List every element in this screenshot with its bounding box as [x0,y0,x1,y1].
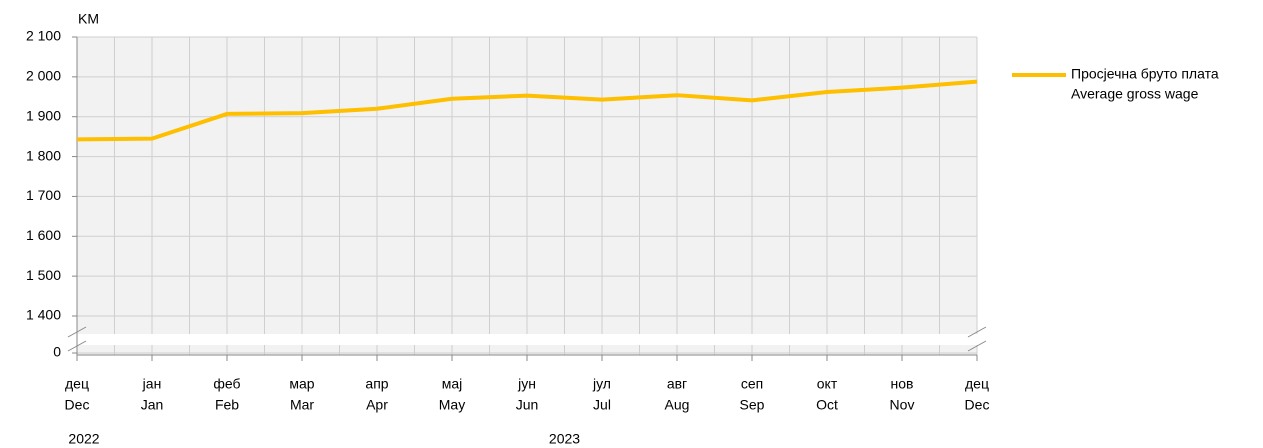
x-tick-label: јун [517,376,536,392]
x-tick-label-en: Nov [890,397,915,413]
x-tick-label: мај [442,376,463,392]
x-tick-label-en: Sep [740,397,765,413]
x-tick-label-en: Oct [816,397,838,413]
y-tick-label: 2 100 [26,28,61,44]
x-tick-label-en: Jul [593,397,611,413]
x-tick-label: мар [289,376,314,392]
x-tick-label-en: Jun [516,397,539,413]
y-tick-label: 1 500 [26,267,61,283]
axis-break-gap [74,334,980,345]
x-tick-label-en: Dec [965,397,990,413]
x-tick-label-en: May [439,397,465,413]
x-tick-label-en: Mar [290,397,314,413]
y-tick-label: 1 900 [26,107,61,123]
year-label: 2022 [68,431,99,447]
x-tick-label-en: Feb [215,397,239,413]
x-tick-label: авг [667,376,687,392]
x-tick-label: апр [365,376,388,392]
y-tick-label: 1 700 [26,187,61,203]
x-tick-label: јан [142,376,162,392]
y-tick-label: 1 600 [26,227,61,243]
x-tick-label: дец [65,376,89,392]
x-tick-label: дец [965,376,989,392]
y-unit: KM [78,11,99,27]
year-label: 2023 [549,431,580,447]
break-mark [967,340,987,352]
y-tick-label: 2 000 [26,68,61,84]
x-tick-label-en: Apr [366,397,388,413]
x-tick-label: феб [213,376,240,392]
x-tick-label-en: Dec [65,397,90,413]
x-tick-label: сеп [741,376,763,392]
y-tick-label: 0 [53,344,61,360]
x-tick-label: окт [817,376,838,392]
legend-label: Average gross wage [1071,86,1199,102]
x-tick-label: јул [592,376,611,392]
data-line [76,79,978,142]
y-tick-label: 1 400 [26,307,61,323]
break-mark [967,326,987,338]
legend-label: Просјечна бруто плата [1071,66,1219,82]
x-tick-label-en: Aug [665,397,690,413]
y-tick-label: 1 800 [26,147,61,163]
x-tick-label: нов [891,376,914,392]
x-tick-label-en: Jan [141,397,164,413]
